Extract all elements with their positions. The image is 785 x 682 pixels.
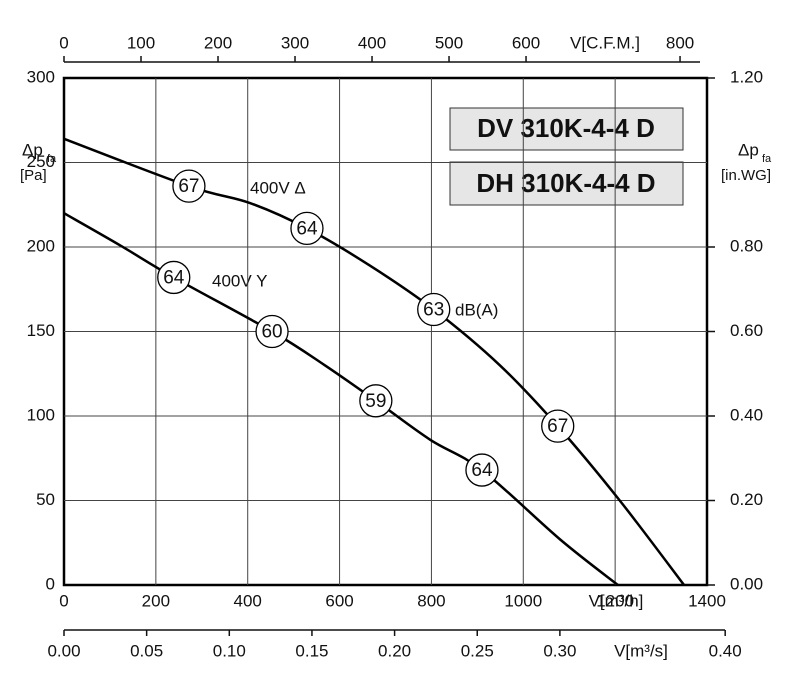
x-tick-label: 200 bbox=[142, 591, 170, 610]
x3-tick-label: 0.30 bbox=[543, 641, 576, 660]
noise-level: 64 bbox=[163, 267, 185, 288]
y2-tick-label: 0.20 bbox=[730, 490, 763, 509]
noise-marker bbox=[541, 409, 575, 443]
x3-tick-label: 0.05 bbox=[130, 641, 163, 660]
x-tick-label: 600 bbox=[325, 591, 353, 610]
x3-tick-label: 0.00 bbox=[47, 641, 80, 660]
noise-marker bbox=[417, 292, 451, 327]
x2-tick-label: 300 bbox=[281, 33, 309, 52]
noise-level: 64 bbox=[471, 460, 493, 481]
x2-tick-label: 500 bbox=[435, 33, 463, 52]
y2-tick-label: 0.80 bbox=[730, 236, 763, 255]
x3-tick-label: 0.25 bbox=[461, 641, 494, 660]
noise-marker bbox=[255, 314, 289, 349]
noise-level: 64 bbox=[296, 218, 318, 239]
x2-tick-label: 400 bbox=[358, 33, 386, 52]
y-tick-label: 0 bbox=[46, 574, 55, 593]
y-tick-label: 200 bbox=[27, 236, 55, 255]
y-tick-label: 100 bbox=[27, 405, 55, 424]
x-tick-label: 1000 bbox=[504, 591, 542, 610]
y2-axis-symbol: Δp bbox=[738, 140, 759, 159]
y2-tick-label: 0.60 bbox=[730, 321, 763, 340]
x2-tick-label: 800 bbox=[666, 33, 694, 52]
x3-tick-label: 0.10 bbox=[213, 641, 246, 660]
noise-level: 63 bbox=[423, 300, 444, 321]
x3-tick-label: 0.20 bbox=[378, 641, 411, 660]
y2-tick-label: 0.00 bbox=[730, 574, 763, 593]
noise-marker bbox=[359, 384, 393, 418]
y-tick-label: 250 bbox=[27, 152, 55, 171]
noise-level: 60 bbox=[261, 322, 282, 343]
x-tick-label: 400 bbox=[234, 591, 262, 610]
y2-tick-label: 1.20 bbox=[730, 67, 763, 86]
x2-tick-label: 200 bbox=[204, 33, 232, 52]
x3-axis-label: V[m³/s] bbox=[614, 641, 668, 660]
y-axis-unit: [Pa] bbox=[20, 167, 47, 184]
x-tick-label: 1200 bbox=[596, 591, 634, 610]
y2-tick-label: 0.40 bbox=[730, 405, 763, 424]
x3-tick-label: 0.15 bbox=[295, 641, 328, 660]
x2-axis-label: V[C.F.M.] bbox=[570, 33, 640, 52]
x-tick-label: 0 bbox=[59, 591, 68, 610]
y-tick-label: 300 bbox=[27, 67, 55, 86]
y-tick-label: 150 bbox=[27, 321, 55, 340]
y-axis-symbol: Δp bbox=[22, 140, 43, 159]
model-box bbox=[449, 161, 684, 206]
y2-axis-subscript: fa bbox=[762, 153, 772, 165]
noise-marker bbox=[290, 211, 324, 246]
noise-marker bbox=[157, 260, 191, 295]
noise-level: 67 bbox=[547, 416, 568, 437]
model-name: DH 310K-4-4 D bbox=[476, 168, 655, 198]
noise-marker bbox=[465, 453, 499, 487]
noise-unit: dB(A) bbox=[455, 300, 498, 319]
noise-level: 59 bbox=[365, 391, 386, 412]
y-axis-subscript: fa bbox=[47, 153, 57, 165]
x-tick-label: 1400 bbox=[688, 591, 726, 610]
noise-marker bbox=[172, 169, 206, 203]
curve-label: 400V Δ bbox=[250, 178, 306, 197]
y-tick-label: 50 bbox=[36, 490, 55, 509]
model-box bbox=[449, 107, 684, 151]
x2-tick-label: 0 bbox=[59, 33, 68, 52]
x-tick-label: 800 bbox=[417, 591, 445, 610]
x3-tick-label: 0.40 bbox=[709, 641, 742, 660]
noise-level: 67 bbox=[178, 176, 199, 197]
curve-label: 400V Y bbox=[212, 271, 267, 290]
x-axis-label: V[m³/h] bbox=[589, 591, 644, 610]
y2-axis-unit: [in.WG] bbox=[721, 167, 771, 184]
model-name: DV 310K-4-4 D bbox=[477, 113, 655, 143]
x2-tick-label: 100 bbox=[127, 33, 155, 52]
fan-curve bbox=[63, 137, 686, 586]
x2-tick-label: 600 bbox=[512, 33, 540, 52]
fan-curve bbox=[63, 212, 619, 586]
